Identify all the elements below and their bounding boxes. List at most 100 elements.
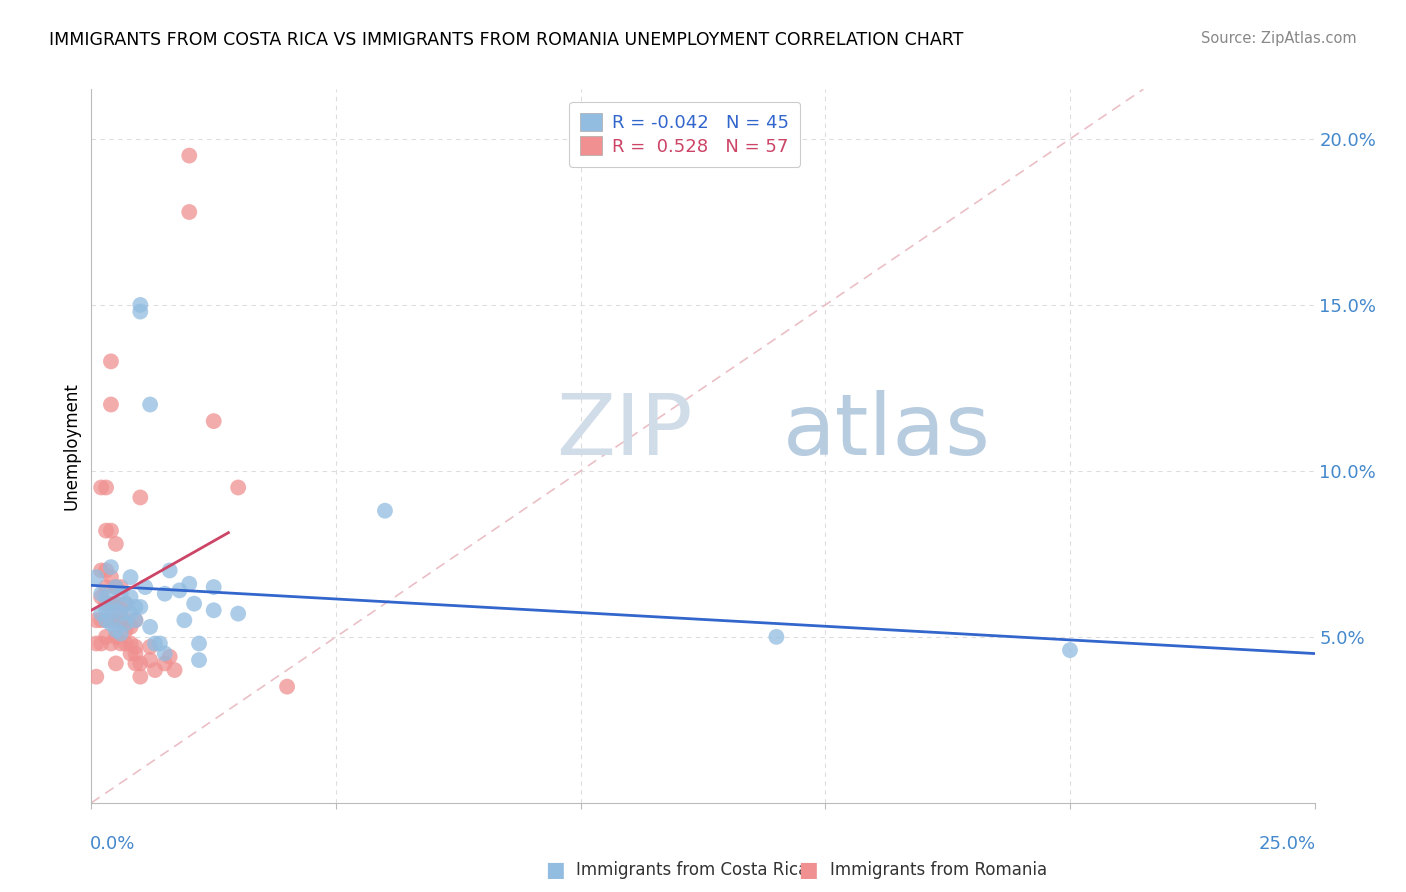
Point bbox=[129, 491, 152, 505]
Point bbox=[139, 620, 162, 634]
Point bbox=[120, 570, 142, 584]
Text: IMMIGRANTS FROM COSTA RICA VS IMMIGRANTS FROM ROMANIA UNEMPLOYMENT CORRELATION C: IMMIGRANTS FROM COSTA RICA VS IMMIGRANTS… bbox=[49, 31, 963, 49]
Point bbox=[124, 613, 146, 627]
Point bbox=[129, 670, 152, 684]
Point bbox=[153, 647, 176, 661]
Point bbox=[179, 576, 201, 591]
Text: ■: ■ bbox=[799, 860, 818, 880]
Point bbox=[129, 298, 152, 312]
Point bbox=[84, 670, 107, 684]
Text: ZIP: ZIP bbox=[557, 390, 693, 474]
Point bbox=[90, 590, 112, 604]
Point bbox=[90, 564, 112, 578]
Point bbox=[90, 587, 112, 601]
Point bbox=[90, 607, 112, 621]
Point bbox=[100, 616, 122, 631]
Point bbox=[110, 613, 132, 627]
Point bbox=[110, 580, 132, 594]
Point bbox=[139, 640, 162, 654]
Point bbox=[202, 580, 225, 594]
Point bbox=[202, 603, 225, 617]
Point bbox=[90, 481, 112, 495]
Point bbox=[124, 599, 146, 614]
Point bbox=[104, 624, 127, 638]
Point bbox=[100, 597, 122, 611]
Point bbox=[94, 524, 117, 538]
Point bbox=[100, 636, 122, 650]
Text: ■: ■ bbox=[546, 860, 565, 880]
Point bbox=[124, 640, 146, 654]
Point bbox=[104, 657, 127, 671]
Point bbox=[139, 397, 162, 411]
Text: 0.0%: 0.0% bbox=[90, 835, 135, 853]
Text: Immigrants from Costa Rica: Immigrants from Costa Rica bbox=[576, 861, 808, 879]
Point bbox=[100, 354, 122, 368]
Point bbox=[129, 657, 152, 671]
Point bbox=[100, 570, 122, 584]
Point bbox=[114, 616, 136, 631]
Point bbox=[104, 603, 127, 617]
Point bbox=[226, 481, 249, 495]
Point bbox=[129, 304, 152, 318]
Point bbox=[134, 580, 156, 594]
Point bbox=[163, 663, 186, 677]
Point bbox=[110, 636, 132, 650]
Point bbox=[84, 570, 107, 584]
Point bbox=[153, 587, 176, 601]
Point bbox=[100, 524, 122, 538]
Point bbox=[104, 630, 127, 644]
Point bbox=[183, 597, 205, 611]
Point bbox=[104, 580, 127, 594]
Point bbox=[159, 564, 181, 578]
Point bbox=[94, 597, 117, 611]
Point bbox=[149, 636, 172, 650]
Point bbox=[94, 580, 117, 594]
Point bbox=[129, 599, 152, 614]
Point bbox=[765, 630, 787, 644]
Point bbox=[120, 636, 142, 650]
Point bbox=[153, 657, 176, 671]
Point bbox=[124, 657, 146, 671]
Point bbox=[179, 205, 201, 219]
Y-axis label: Unemployment: Unemployment bbox=[62, 382, 80, 510]
Point bbox=[143, 663, 166, 677]
Legend: R = -0.042   N = 45, R =  0.528   N = 57: R = -0.042 N = 45, R = 0.528 N = 57 bbox=[569, 102, 800, 167]
Point bbox=[110, 603, 132, 617]
Text: Source: ZipAtlas.com: Source: ZipAtlas.com bbox=[1201, 31, 1357, 46]
Point bbox=[104, 613, 127, 627]
Point bbox=[90, 636, 112, 650]
Text: atlas: atlas bbox=[783, 390, 990, 474]
Text: Immigrants from Romania: Immigrants from Romania bbox=[830, 861, 1046, 879]
Point bbox=[120, 607, 142, 621]
Point bbox=[94, 590, 117, 604]
Point bbox=[94, 613, 117, 627]
Point bbox=[1059, 643, 1081, 657]
Point bbox=[94, 564, 117, 578]
Point bbox=[100, 560, 122, 574]
Point bbox=[94, 481, 117, 495]
Point bbox=[143, 636, 166, 650]
Point bbox=[110, 607, 132, 621]
Point bbox=[188, 653, 211, 667]
Text: 25.0%: 25.0% bbox=[1258, 835, 1316, 853]
Point bbox=[139, 653, 162, 667]
Point bbox=[188, 636, 211, 650]
Point bbox=[104, 580, 127, 594]
Point bbox=[124, 613, 146, 627]
Point bbox=[226, 607, 249, 621]
Point bbox=[124, 647, 146, 661]
Point bbox=[90, 613, 112, 627]
Point bbox=[173, 613, 195, 627]
Point bbox=[84, 636, 107, 650]
Point bbox=[114, 636, 136, 650]
Point bbox=[159, 649, 181, 664]
Point bbox=[94, 630, 117, 644]
Point bbox=[120, 647, 142, 661]
Point bbox=[110, 587, 132, 601]
Point bbox=[94, 613, 117, 627]
Point bbox=[120, 590, 142, 604]
Point bbox=[114, 624, 136, 638]
Point bbox=[104, 597, 127, 611]
Point bbox=[114, 597, 136, 611]
Point bbox=[202, 414, 225, 428]
